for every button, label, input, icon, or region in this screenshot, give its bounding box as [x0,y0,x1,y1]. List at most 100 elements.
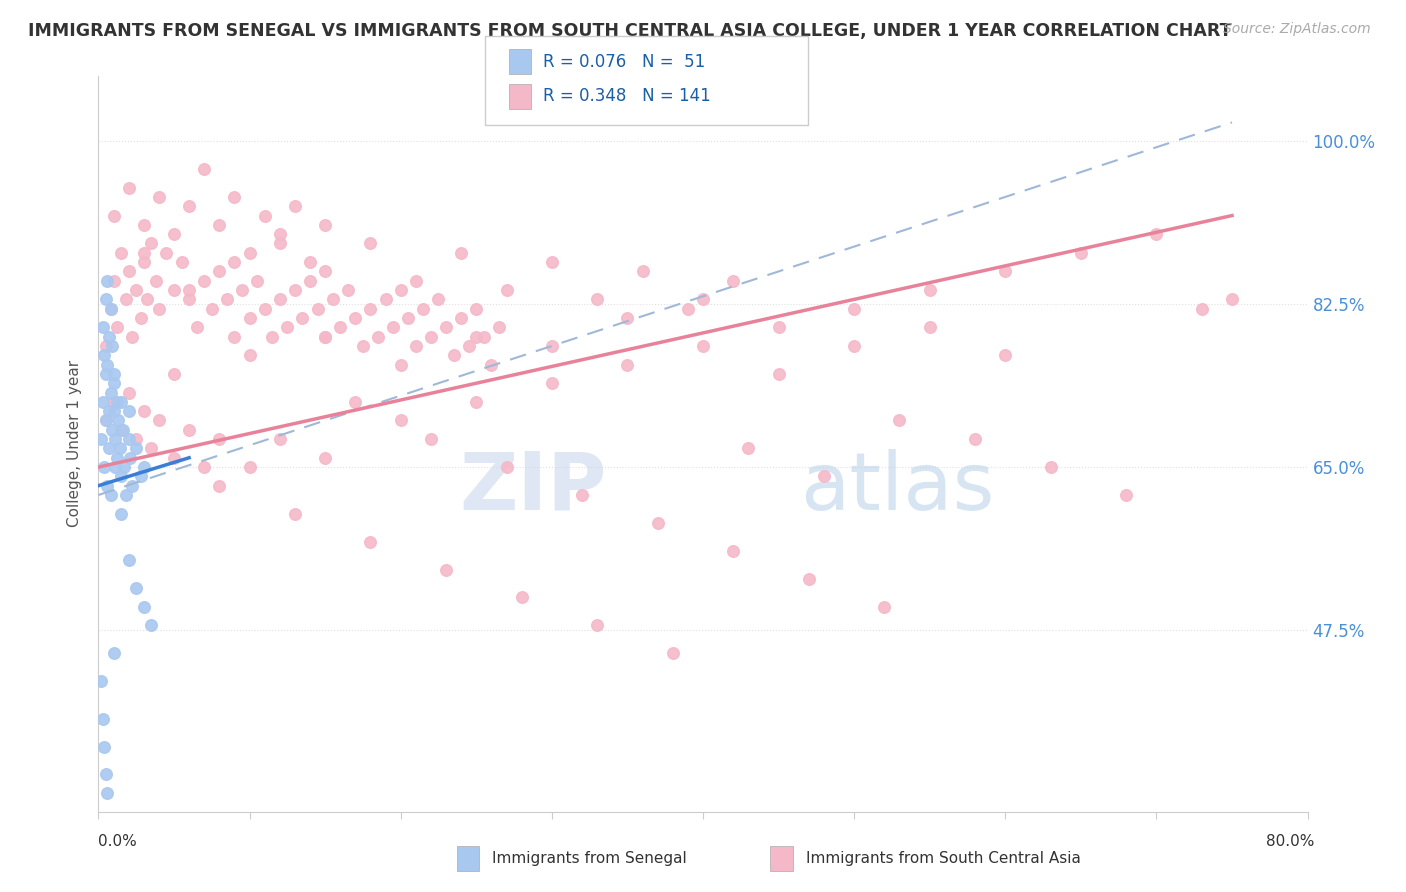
Text: 0.0%: 0.0% [98,834,138,849]
Point [844,301,866,316]
Point [105,395,128,409]
Point [360,301,382,316]
Point [114,488,136,502]
Point [110,507,132,521]
Point [135,293,157,307]
Point [314,450,336,465]
Point [121,329,143,343]
Point [96,478,118,492]
Point [215,293,238,307]
Point [132,404,155,418]
Point [571,488,593,502]
Point [110,395,132,409]
Point [994,348,1017,362]
Point [163,367,186,381]
Point [98,442,121,456]
Point [110,245,132,260]
Point [108,442,131,456]
Point [224,255,246,269]
Point [125,442,148,456]
Point [488,320,510,334]
Point [94,413,117,427]
Point [269,227,291,242]
Point [94,293,117,307]
Point [465,329,488,343]
Point [145,274,167,288]
Point [676,301,699,316]
Point [616,358,638,372]
Point [510,591,533,605]
Point [148,301,170,316]
Point [148,413,170,427]
Point [336,283,359,297]
Point [246,274,269,288]
Point [586,618,609,632]
Point [111,423,134,437]
Point [631,264,654,278]
Y-axis label: College, Under 1 year: College, Under 1 year [67,360,83,527]
Point [103,376,125,391]
Point [299,255,322,269]
Text: R = 0.076   N =  51: R = 0.076 N = 51 [543,53,704,70]
Point [472,329,495,343]
Text: atlas: atlas [800,449,994,527]
Point [844,339,866,353]
Point [389,413,412,427]
Point [540,255,562,269]
Point [141,442,163,456]
Point [94,767,117,781]
Point [768,320,790,334]
Point [208,218,231,232]
Point [193,274,215,288]
Point [269,236,291,251]
Text: 80.0%: 80.0% [1267,834,1315,849]
Point [495,460,517,475]
Point [93,739,115,754]
Point [457,339,479,353]
Point [94,413,117,427]
Point [231,283,253,297]
Point [107,413,129,427]
Point [647,516,669,530]
Point [495,283,517,297]
Point [94,367,117,381]
Point [104,432,127,446]
Point [284,199,307,213]
Text: Immigrants from Senegal: Immigrants from Senegal [492,851,688,865]
Point [90,432,112,446]
Point [224,329,246,343]
Point [314,329,336,343]
Point [344,395,367,409]
Point [98,329,121,343]
Point [118,553,141,567]
Point [269,293,291,307]
Point [262,329,284,343]
Point [100,301,122,316]
Point [329,320,352,334]
Point [360,236,382,251]
Point [239,348,262,362]
Point [586,293,609,307]
Point [239,460,262,475]
Point [723,274,745,288]
Point [389,283,412,297]
Point [141,236,163,251]
Point [103,209,125,223]
Point [443,348,465,362]
Point [141,618,163,632]
Point [540,376,562,391]
Point [797,572,820,586]
Point [352,339,374,353]
Text: Immigrants from South Central Asia: Immigrants from South Central Asia [806,851,1081,865]
Point [1191,301,1213,316]
Point [125,432,148,446]
Point [170,255,193,269]
Point [481,358,503,372]
Point [239,311,262,326]
Point [179,423,201,437]
Point [405,274,427,288]
Point [382,320,405,334]
Point [179,293,201,307]
Text: IMMIGRANTS FROM SENEGAL VS IMMIGRANTS FROM SOUTH CENTRAL ASIA COLLEGE, UNDER 1 Y: IMMIGRANTS FROM SENEGAL VS IMMIGRANTS FR… [28,22,1232,40]
Point [314,218,336,232]
